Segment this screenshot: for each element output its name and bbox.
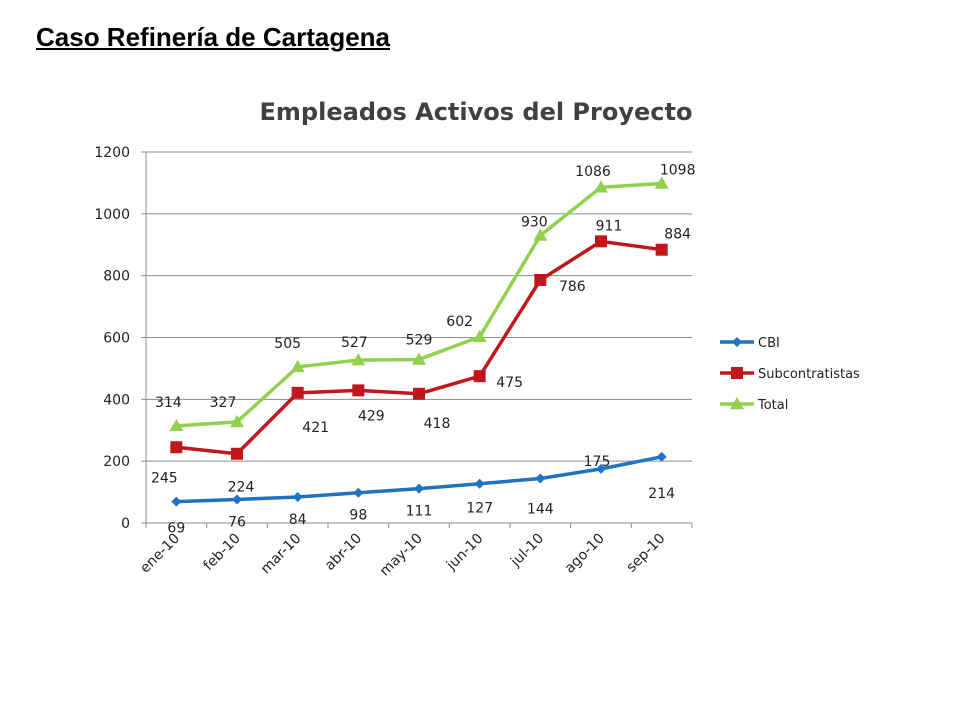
x-tick-label: abr-10 <box>322 531 365 574</box>
data-label: 884 <box>664 227 691 243</box>
y-tick-label: 1000 <box>94 207 130 223</box>
data-label: 421 <box>302 420 329 436</box>
data-point <box>535 473 546 484</box>
data-label: 327 <box>210 395 237 411</box>
data-label: 76 <box>228 515 246 531</box>
data-label: 930 <box>521 214 548 230</box>
x-tick-label: ago-10 <box>562 531 608 577</box>
data-point <box>352 384 365 397</box>
data-point <box>171 496 182 507</box>
data-label: 111 <box>406 504 433 520</box>
legend-label: Subcontratistas <box>758 367 860 382</box>
data-point <box>595 235 607 248</box>
data-label: 786 <box>559 279 586 295</box>
data-point <box>353 487 364 498</box>
data-label: 429 <box>358 408 385 424</box>
data-label: 529 <box>406 332 433 348</box>
data-point <box>472 329 487 343</box>
series-total <box>169 176 669 432</box>
data-label: 1086 <box>575 164 611 180</box>
y-tick-label: 600 <box>103 331 130 347</box>
series-cbi <box>171 451 667 507</box>
data-point <box>594 180 608 193</box>
data-point <box>231 447 243 460</box>
data-labels: 69 76 84 98 111 127 144 175 214 245 224 421 429 418 47… <box>151 163 696 537</box>
data-label: 214 <box>648 486 675 502</box>
legend-label: CBI <box>758 336 780 351</box>
legend-item: Total <box>720 397 788 413</box>
x-tick-label: mar-10 <box>258 531 305 578</box>
data-point <box>654 176 669 189</box>
data-label: 418 <box>424 416 451 432</box>
data-label: 602 <box>446 314 473 330</box>
data-label: 505 <box>274 336 301 352</box>
legend-marker <box>732 337 742 347</box>
data-point <box>534 273 547 286</box>
data-label: 98 <box>349 508 367 524</box>
data-label: 144 <box>527 501 554 517</box>
legend-marker <box>730 397 744 410</box>
data-point <box>232 494 242 505</box>
x-tick-label: may-10 <box>377 531 426 580</box>
data-label: 84 <box>289 512 307 528</box>
x-axis: ene-10 feb-10 mar-10 abr-10 may-10 jun-10 jul-… <box>137 522 693 580</box>
data-label: 245 <box>151 470 178 486</box>
data-point <box>413 387 425 400</box>
data-point <box>230 414 244 428</box>
data-point <box>655 243 668 256</box>
data-label: 314 <box>155 395 182 411</box>
data-point <box>351 353 366 366</box>
legend-item: Subcontratistas <box>720 367 860 382</box>
x-tick-label: jun-10 <box>443 531 486 574</box>
x-tick-label: feb-10 <box>200 531 243 574</box>
y-tick-label: 200 <box>103 454 130 470</box>
data-point <box>596 463 606 474</box>
legend-item: CBI <box>720 336 780 351</box>
x-tick-label: sep-10 <box>623 531 668 576</box>
slide-title: Caso Refinería de Cartagena <box>36 22 391 52</box>
data-point <box>533 228 548 241</box>
data-point <box>290 359 305 373</box>
data-label: 911 <box>596 218 623 234</box>
series-subcontratistas <box>170 235 668 460</box>
legend-marker <box>731 367 743 379</box>
data-point <box>473 370 486 383</box>
data-label: 224 <box>228 480 255 496</box>
y-tick-label: 400 <box>103 392 130 408</box>
y-tick-label: 0 <box>121 516 130 532</box>
data-point <box>412 352 426 365</box>
data-label: 69 <box>167 521 185 537</box>
data-point <box>291 386 304 399</box>
data-point <box>414 483 424 494</box>
x-tick-label: jul-10 <box>507 531 547 571</box>
y-tick-label: 1200 <box>94 145 130 161</box>
data-label: 527 <box>341 335 368 351</box>
series-layer <box>169 176 669 507</box>
data-point <box>170 441 183 454</box>
data-point <box>169 418 184 432</box>
data-point <box>656 451 667 462</box>
x-tick-label: ene-10 <box>137 531 183 577</box>
data-label: 175 <box>584 454 611 470</box>
data-point <box>474 478 485 489</box>
legend-label: Total <box>757 398 788 413</box>
data-point <box>292 492 303 503</box>
chart-title: Empleados Activos del Proyecto <box>260 98 693 126</box>
y-tick-label: 800 <box>103 269 130 285</box>
y-axis: 0 200 400 600 800 1000 1200 <box>94 145 147 532</box>
data-label: 127 <box>466 501 493 517</box>
legend: CBI Subcontratistas Total <box>720 336 860 413</box>
data-label: 475 <box>496 375 523 391</box>
data-label: 1098 <box>660 163 696 179</box>
